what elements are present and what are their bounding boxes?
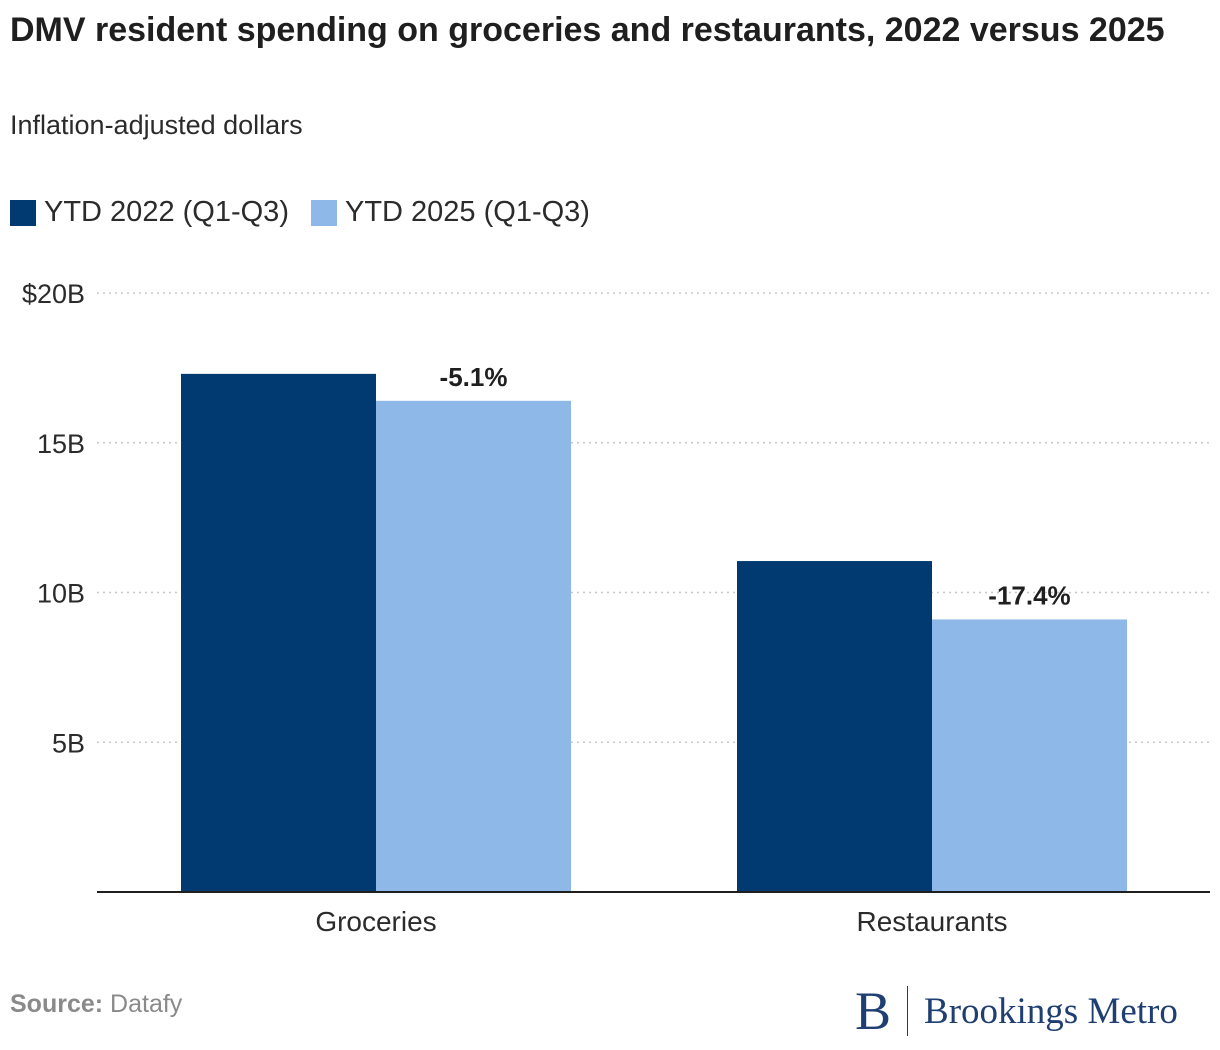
- brand-name: Brookings Metro: [924, 990, 1178, 1032]
- legend: YTD 2022 (Q1-Q3) YTD 2025 (Q1-Q3): [10, 196, 612, 229]
- brand-mark: B: [855, 981, 892, 1041]
- chart-subtitle: Inflation-adjusted dollars: [10, 110, 303, 140]
- source-label: Source:: [10, 990, 104, 1018]
- y-tick-label-0: 5B: [52, 728, 85, 758]
- x-tick-label-groceries: Groceries: [315, 906, 436, 937]
- brand-divider: [907, 986, 909, 1036]
- legend-item-2022: YTD 2022 (Q1-Q3): [10, 196, 289, 229]
- bar-chart: 5B 10B 15B $20B -5.1% -17.4% Groceries Restaura…: [22, 279, 1210, 937]
- bar-2025-restaurants: [932, 619, 1127, 892]
- x-tick-label-restaurants: Restaurants: [857, 906, 1008, 937]
- source-note: Source: Datafy: [10, 990, 182, 1019]
- legend-label-2022: YTD 2022 (Q1-Q3): [44, 196, 289, 228]
- change-label-groceries: -5.1%: [440, 362, 508, 392]
- legend-item-2025: YTD 2025 (Q1-Q3): [310, 196, 590, 229]
- bar-2022-restaurants: [737, 561, 932, 892]
- y-tick-label-2: 15B: [37, 429, 85, 459]
- legend-swatch-2025: [310, 199, 337, 226]
- y-tick-label-3: $20B: [22, 279, 85, 309]
- change-label-restaurants: -17.4%: [988, 580, 1070, 610]
- chart-title: DMV resident spending on groceries and r…: [10, 11, 1165, 49]
- source-text: Datafy: [110, 990, 183, 1018]
- bar-2025-groceries: [376, 400, 571, 892]
- bar-2022-groceries: [181, 373, 376, 892]
- brand-logo: B Brookings Metro: [855, 984, 1178, 1038]
- legend-swatch-2022: [10, 199, 36, 226]
- y-tick-label-1: 10B: [37, 579, 85, 609]
- legend-label-2025: YTD 2025 (Q1-Q3): [344, 196, 590, 228]
